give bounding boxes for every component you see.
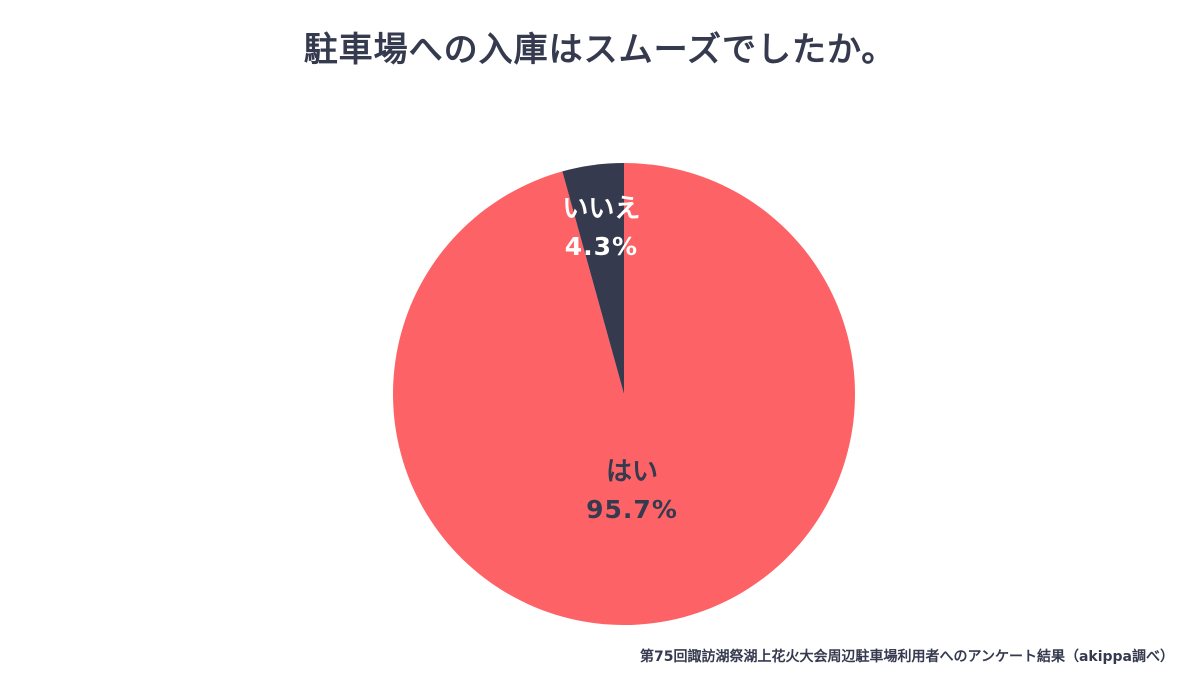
source-note: 第75回諏訪湖祭湖上花火大会周辺駐車場利用者へのアンケート結果（akippa調べ…: [640, 649, 1174, 665]
pie-slice-1: [562, 163, 624, 394]
pie-slice-0: [393, 163, 856, 626]
slice-percent-1: 4.3%: [564, 231, 639, 261]
slice-label-0: はい 95.7%: [586, 454, 678, 528]
slice-name-0: はい: [605, 457, 659, 488]
chart-title: 駐車場への入庫はスムーズでしたか。: [303, 30, 897, 70]
slice-name-1: いいえ: [562, 194, 641, 225]
slice-label-1: いいえ 4.3%: [562, 191, 640, 265]
slice-percent-0: 95.7%: [586, 494, 678, 524]
